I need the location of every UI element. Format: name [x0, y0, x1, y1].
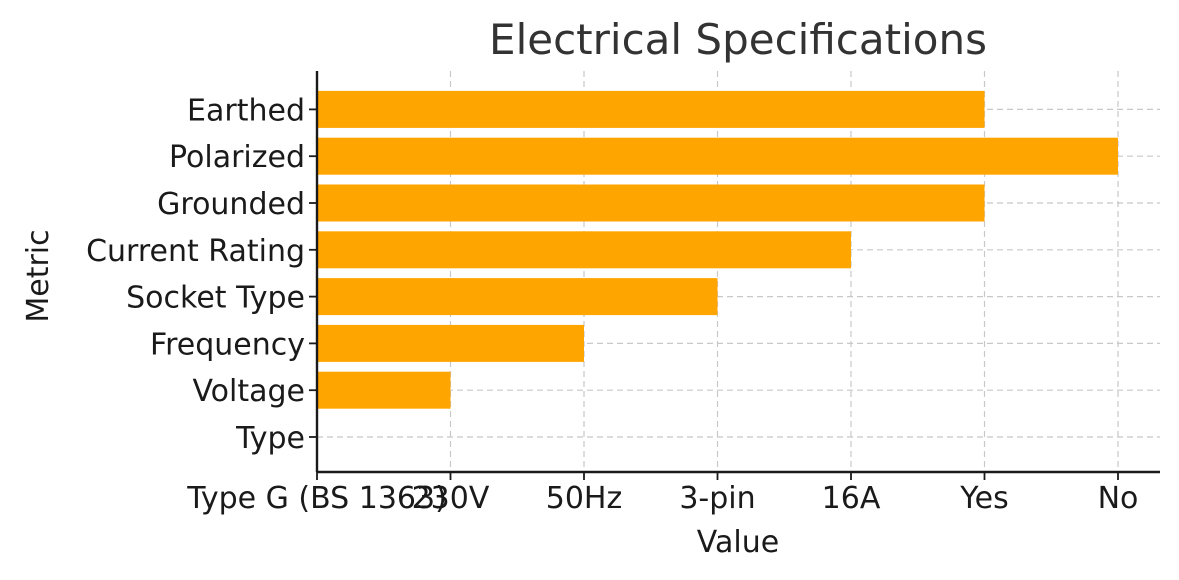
- y-tick-label: Grounded: [157, 187, 305, 222]
- bar-voltage: [317, 371, 451, 409]
- chart-title: Electrical Specifications: [489, 15, 987, 64]
- y-tick-label: Current Rating: [86, 234, 305, 269]
- bar-socket-type: [317, 278, 718, 316]
- x-ticks: Type G (BS 1363)230V 50Hz 3-pin 16A Yes No: [186, 472, 1138, 516]
- bar-polarized: [317, 137, 1118, 175]
- axes-layer: [315, 71, 1160, 474]
- y-tick-label: Frequency: [150, 327, 305, 362]
- x-tick-label: 16A: [822, 481, 881, 516]
- x-tick-label: 50Hz: [546, 481, 622, 516]
- bar-grounded: [317, 184, 985, 222]
- bar-frequency: [317, 324, 584, 362]
- y-tick-label: Polarized: [169, 140, 305, 175]
- y-tick-label: Voltage: [192, 374, 305, 409]
- bar-earthed: [317, 90, 985, 128]
- x-tick-label: Yes: [959, 481, 1008, 516]
- y-axis-label: Metric: [21, 229, 56, 322]
- y-tick-label: Socket Type: [126, 281, 305, 316]
- x-tick-label: 3-pin: [679, 481, 755, 516]
- y-tick-label: Earthed: [187, 93, 305, 128]
- y-tick-label: Type: [235, 421, 305, 456]
- x-tick-label: 230V: [412, 481, 490, 516]
- y-ticks: Type Voltage Frequency Socket Type Current R…: [86, 93, 317, 456]
- grid-layer: [317, 71, 1160, 472]
- x-axis-label: Value: [697, 525, 779, 560]
- bars-layer: [317, 90, 1118, 409]
- x-tick-label: No: [1098, 481, 1139, 516]
- x-tick-label: Type G (BS 1363): [186, 481, 447, 516]
- bar-current-rating: [317, 231, 851, 269]
